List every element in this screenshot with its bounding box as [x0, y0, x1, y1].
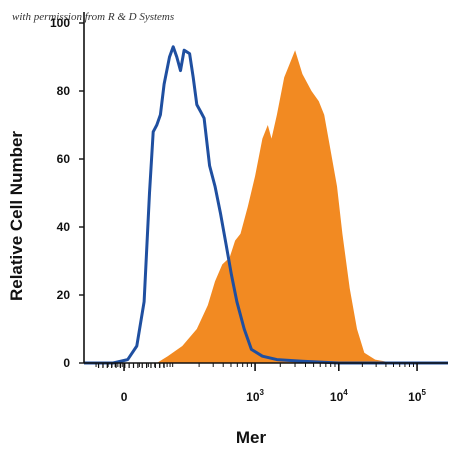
x-tick-label: 104	[330, 388, 348, 404]
x-axis-ticks: 0 103 104 105	[95, 363, 427, 404]
x-tick-exponent: 5	[422, 388, 427, 397]
x-tick-exponent: 3	[260, 388, 265, 397]
x-tick-label: 105	[408, 388, 426, 404]
filled-histogram-series	[84, 50, 448, 363]
watermark-text: with permission from R & D Systems	[12, 11, 174, 23]
y-tick-label: 0	[63, 356, 70, 370]
x-tick-label: 103	[246, 388, 264, 404]
x-axis-title: Mer	[236, 428, 267, 447]
y-axis-title: Relative Cell Number	[7, 131, 26, 301]
y-tick-label: 60	[57, 152, 71, 166]
y-tick-label: 20	[57, 288, 71, 302]
outline-histogram-series	[84, 45, 448, 365]
series-layer	[84, 45, 448, 365]
y-tick-label: 80	[57, 84, 71, 98]
y-axis-ticks: 0 20 40 60 80 100	[50, 16, 84, 370]
y-tick-label: 40	[57, 220, 71, 234]
x-tick-exponent: 4	[343, 388, 348, 397]
y-tick-label: 100	[50, 16, 70, 30]
x-tick-label: 0	[121, 390, 128, 404]
